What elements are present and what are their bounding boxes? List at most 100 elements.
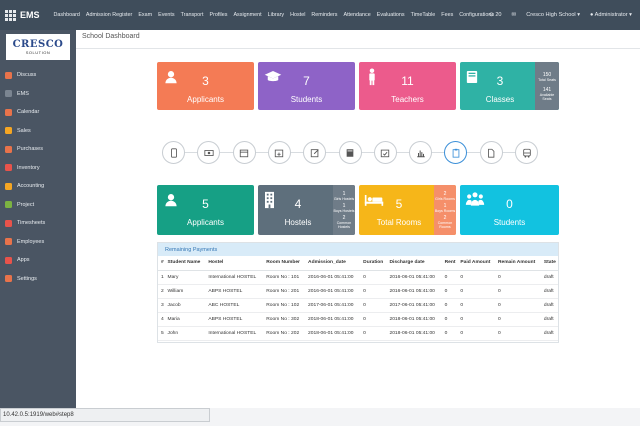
table-cell: International HOSTEL	[205, 326, 264, 341]
top-menu-item[interactable]: Attendance	[343, 12, 371, 18]
step-mobile-button[interactable]	[162, 141, 185, 164]
table-cell: ABPS HOSTEL	[205, 284, 264, 299]
table-row[interactable]: 4 Maria ABPS HOSTEL Room No : 302 2018-06-01…	[158, 312, 558, 327]
table-cell: 2016-06-01 05:41:00	[386, 284, 442, 299]
column-header[interactable]: #	[158, 256, 165, 271]
column-header[interactable]: Paid Amount	[457, 256, 495, 271]
top-menu-item[interactable]: Assignment	[233, 12, 262, 18]
sidebar-item-discuss[interactable]: Discuss	[0, 66, 76, 85]
table-cell: 0	[457, 284, 495, 299]
top-menu-item[interactable]: Reminders	[311, 12, 338, 18]
top-menu-item[interactable]: Evaluations	[376, 12, 405, 18]
table-cell: 2016-06-01 05:41:00	[305, 284, 361, 299]
column-header[interactable]: Rent	[441, 256, 458, 271]
user-icon	[165, 194, 177, 207]
table-row[interactable]: 1 Mary International HOSTEL Room No : 101 20…	[158, 270, 558, 285]
step-bus-button[interactable]	[515, 141, 538, 164]
sidebar-item-label: Apps	[17, 257, 30, 264]
top-menu-item[interactable]: Exam	[138, 12, 153, 18]
sidebar-item-apps[interactable]: Apps	[0, 251, 76, 270]
applicants-card[interactable]: 3 Applicants	[157, 62, 254, 110]
column-header[interactable]: Discharge date	[386, 256, 442, 271]
sidebar-item-accounting[interactable]: Accounting	[0, 177, 76, 196]
top-menu-item[interactable]: Hostel	[290, 12, 306, 18]
table-cell: 1	[158, 270, 165, 285]
table-row[interactable]: 5 John International HOSTEL Room No : 202 20…	[158, 326, 558, 341]
step-calendar-check-button[interactable]	[373, 141, 397, 164]
column-header[interactable]: Hostel	[205, 256, 264, 271]
cart-icon	[5, 145, 12, 153]
table-cell: ABPS HOSTEL	[205, 312, 264, 327]
top-navbar: EMS Dashboard Admission Register Exam Event…	[0, 0, 640, 30]
classes-card[interactable]: 3 Classes 150 Total Seats 141 Available Se…	[460, 62, 559, 110]
sidebar-item-ems[interactable]: EMS	[0, 85, 76, 104]
sidebar-item-timesheets[interactable]: Timesheets	[0, 214, 76, 233]
company-switcher[interactable]: Cresco High School ▾	[526, 12, 581, 18]
school-icon	[5, 90, 12, 98]
sidebar-item-project[interactable]: Project	[0, 196, 76, 215]
top-menu-item[interactable]: Events	[158, 12, 175, 18]
sidebar-item-inventory[interactable]: Inventory	[0, 159, 76, 178]
card-value: 3	[202, 74, 209, 88]
top-menu-item[interactable]: Library	[267, 12, 285, 18]
column-header[interactable]: Admission_date	[305, 256, 361, 271]
notifications-button[interactable]: ⊙ 20	[489, 12, 502, 18]
step-edit-button[interactable]	[303, 141, 327, 164]
step-bar-chart-button[interactable]	[409, 141, 433, 164]
box-icon	[5, 164, 12, 172]
apps-grid-icon[interactable]	[5, 10, 16, 21]
column-header[interactable]: Remain Amount	[494, 256, 541, 271]
sidebar-item-calendar[interactable]: Calendar	[0, 103, 76, 122]
top-menu-item[interactable]: TimeTable	[410, 12, 436, 18]
table-cell: 2016-06-01 05:41:00	[386, 270, 442, 285]
step-clipboard-button[interactable]	[444, 141, 468, 164]
hostel-applicants-card[interactable]: 5 Applicants	[157, 185, 254, 235]
user-menu[interactable]: ● Administrator ▾	[590, 12, 632, 18]
hostels-card[interactable]: 4 Hostels 1 Girls Hostels 1 Boys Hostels 2…	[258, 185, 355, 235]
table-cell: Maria	[164, 312, 206, 327]
top-menu-item[interactable]: Admission Register	[85, 12, 133, 18]
table-row[interactable]: 2 William ABPS HOSTEL Room No : 201 2016-06-…	[158, 284, 558, 299]
top-menu-item[interactable]: Transport	[180, 12, 204, 18]
top-menu-item[interactable]: Fees	[441, 12, 454, 18]
sidebar-item-purchases[interactable]: Purchases	[0, 140, 76, 159]
edit-icon	[310, 148, 319, 157]
card-value: 11	[401, 74, 414, 88]
top-menu-item[interactable]: Profiles	[209, 12, 228, 18]
table-cell: 0	[457, 326, 495, 341]
column-header[interactable]: Duration	[360, 256, 387, 271]
hostel-students-card[interactable]: 0 Students	[460, 185, 559, 235]
card-value: 5	[395, 197, 403, 211]
sidebar-item-sales[interactable]: Sales	[0, 122, 76, 141]
top-menu-item[interactable]: Configurations	[459, 12, 495, 18]
step-calendar-plus-button[interactable]	[267, 141, 291, 164]
step-file-button[interactable]	[479, 141, 503, 164]
common-rooms-value: 2	[443, 215, 447, 221]
sidebar-item-label: Calendar	[17, 109, 40, 116]
card-value: 0	[506, 197, 513, 211]
card-bg	[258, 62, 355, 110]
teachers-card[interactable]: 11 Teachers	[359, 62, 456, 110]
table-row[interactable]: 3 Jacob ABC HOSTEL Room No : 102 2017-06-01 …	[158, 298, 558, 313]
step-calendar-button[interactable]	[232, 141, 256, 164]
main-content: School Dashboard 3 Applicants 7 Students…	[76, 30, 640, 408]
total-rooms-card[interactable]: 5 Total Rooms 2 Girls Rooms 1 Boys Rooms 2…	[359, 185, 456, 235]
table-cell: draft	[540, 298, 558, 313]
step-money-button[interactable]	[197, 141, 221, 164]
top-menu-item[interactable]: Dashboard	[53, 12, 80, 18]
column-header[interactable]: State	[540, 256, 558, 271]
boys-hostels-value: 1	[342, 203, 346, 209]
table-header-row: # Student Name Hostel Room Number Admission_…	[158, 256, 558, 271]
building-icon	[265, 191, 274, 209]
column-header[interactable]: Student Name	[164, 256, 206, 271]
table-cell: 0	[457, 270, 495, 285]
step-book-button[interactable]	[338, 141, 362, 164]
sidebar: CRESCO SOLUTION Discuss EMS Calendar Sales P…	[0, 30, 76, 408]
hostel-breakdown-box: 1 Girls Hostels 1 Boys Hostels 2 Common Hos…	[333, 185, 355, 235]
sidebar-item-employees[interactable]: Employees	[0, 233, 76, 252]
sidebar-item-settings[interactable]: Settings	[0, 270, 76, 289]
chat-icon[interactable]: ✉	[511, 12, 517, 18]
app-brand[interactable]: EMS	[20, 10, 40, 20]
column-header[interactable]: Room Number	[263, 256, 306, 271]
students-card[interactable]: 7 Students	[258, 62, 355, 110]
